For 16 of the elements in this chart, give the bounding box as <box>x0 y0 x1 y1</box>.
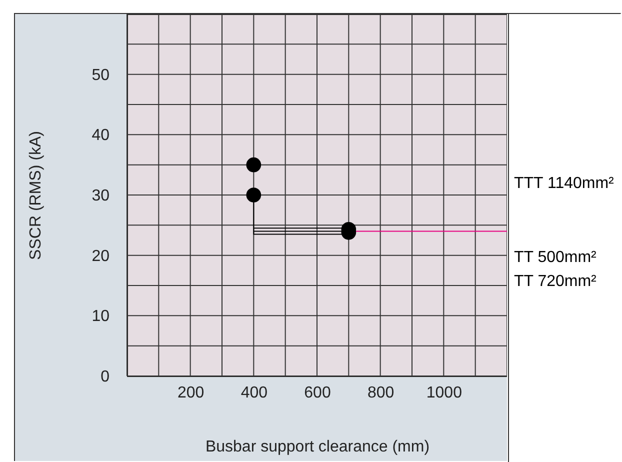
y-tick-label: 10 <box>92 308 110 326</box>
x-axis-title: Busbar support clearance (mm) <box>205 438 430 456</box>
text: TT 720mm² <box>514 272 598 292</box>
y-tick-label: 20 <box>92 248 110 265</box>
x-tick-label: 1000 <box>426 384 462 402</box>
y-tick-label: 30 <box>92 188 110 204</box>
x-tick-label: 600 <box>304 384 331 402</box>
x-tick-label: 400 <box>240 384 268 402</box>
y-axis-title: SSCR (RMS) (kA) <box>28 131 45 260</box>
x-tick-label: 200 <box>177 384 204 402</box>
text: TTT 1140mm² <box>514 174 614 194</box>
x-tick-label: 800 <box>367 384 394 402</box>
y-tick-label: 50 <box>92 66 110 84</box>
y-tick-label: 40 <box>92 127 110 144</box>
y-tick-label: 0 <box>100 368 110 386</box>
text: TT 500mm² <box>514 248 598 268</box>
